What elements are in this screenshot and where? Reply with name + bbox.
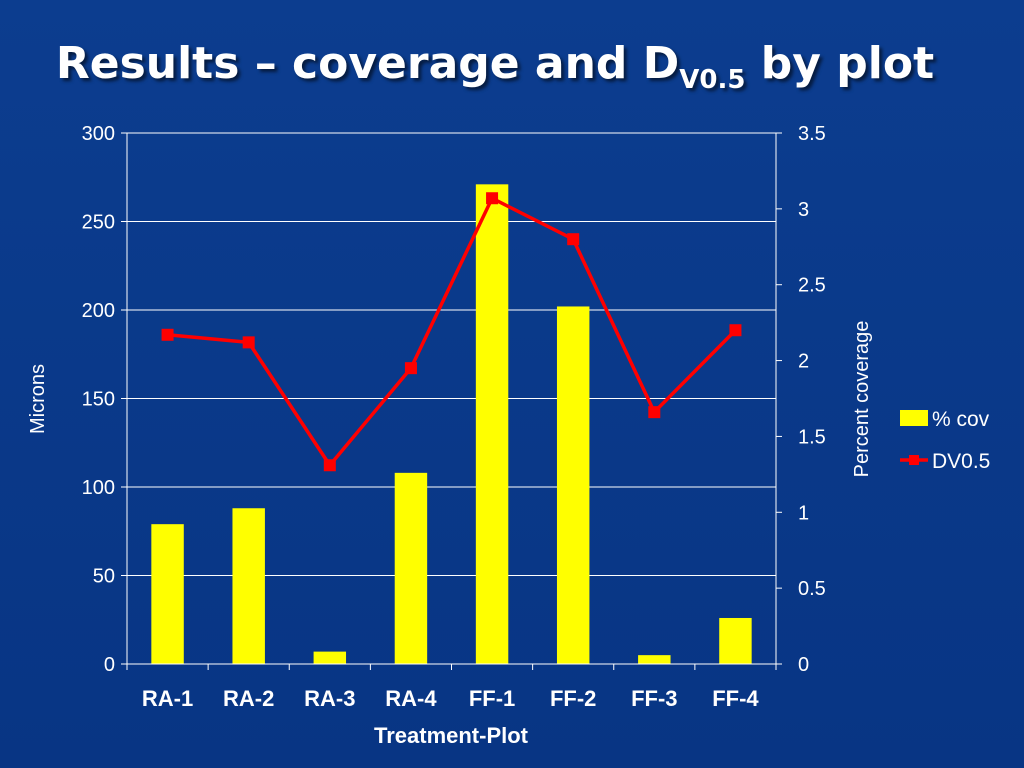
x-tick-label: FF-1 (469, 686, 515, 711)
x-tick-label: FF-4 (712, 686, 759, 711)
y-tick-label: 300 (82, 123, 115, 145)
legend-label: % cov (932, 408, 990, 431)
line-point (161, 328, 174, 341)
x-tick-label: FF-3 (631, 686, 677, 711)
y-axis-label: Microns (27, 364, 49, 434)
line-point (242, 336, 255, 349)
bar (638, 655, 671, 664)
title-subscript: V0.5 (679, 65, 746, 95)
line-series (161, 192, 742, 472)
y-tick-label: 150 (82, 389, 115, 411)
line-point (486, 192, 499, 205)
y-tick-label: 200 (82, 300, 115, 322)
line-point (404, 362, 417, 375)
x-tick-label: RA-2 (223, 686, 274, 711)
y2-tick-label: 0.5 (798, 578, 826, 600)
x-tick-label: RA-3 (304, 686, 355, 711)
title-main: Results – coverage and D (55, 38, 680, 89)
y2-tick-label: 1.5 (798, 426, 826, 448)
x-tick-label: FF-2 (550, 686, 596, 711)
line-point (648, 406, 661, 419)
bar (475, 184, 509, 664)
legend-swatch-marker (909, 455, 919, 465)
y2-tick-label: 3.5 (798, 123, 826, 145)
axis-labels: Microns Percent coverage Treatment-Plot (27, 321, 873, 748)
y-tick-label: 50 (93, 566, 115, 588)
line-point (729, 324, 742, 337)
series-line (167, 196, 737, 468)
y-tick-label: 250 (82, 212, 115, 234)
y2-tick-label: 2 (798, 351, 809, 373)
bar (313, 651, 347, 664)
x-axis-label: Treatment-Plot (374, 723, 529, 748)
y-tick-label: 0 (104, 654, 115, 676)
axes: 0 50 100 150 200 250 300 0 0.5 1 1.5 2 2.5 3 3.5 RA-1 RA… (82, 123, 826, 711)
y2-axis-label: Percent coverage (851, 321, 873, 478)
bar-series (151, 184, 752, 664)
y2-tick-label: 2.5 (798, 275, 826, 297)
legend-swatch-bar (900, 410, 928, 426)
title-tail: by plot (745, 38, 935, 89)
bar (394, 472, 428, 664)
bar (151, 524, 184, 664)
bar (232, 508, 265, 664)
legend-label: DV0.5 (932, 450, 990, 473)
legend: % cov DV0.5 (900, 408, 990, 473)
x-tick-label: RA-1 (142, 686, 193, 711)
y2-tick-label: 1 (798, 502, 809, 524)
gridlines (127, 132, 776, 576)
bar (556, 306, 590, 664)
y-tick-label: 100 (82, 477, 115, 499)
x-tick-label: RA-4 (385, 686, 437, 711)
line-point (323, 459, 336, 472)
y2-tick-label: 3 (798, 199, 809, 221)
line-point (567, 233, 580, 246)
bar (719, 617, 752, 664)
slide-title: Results – coverage and DV0.5 by plot (0, 38, 990, 95)
y2-tick-label: 0 (798, 654, 809, 676)
